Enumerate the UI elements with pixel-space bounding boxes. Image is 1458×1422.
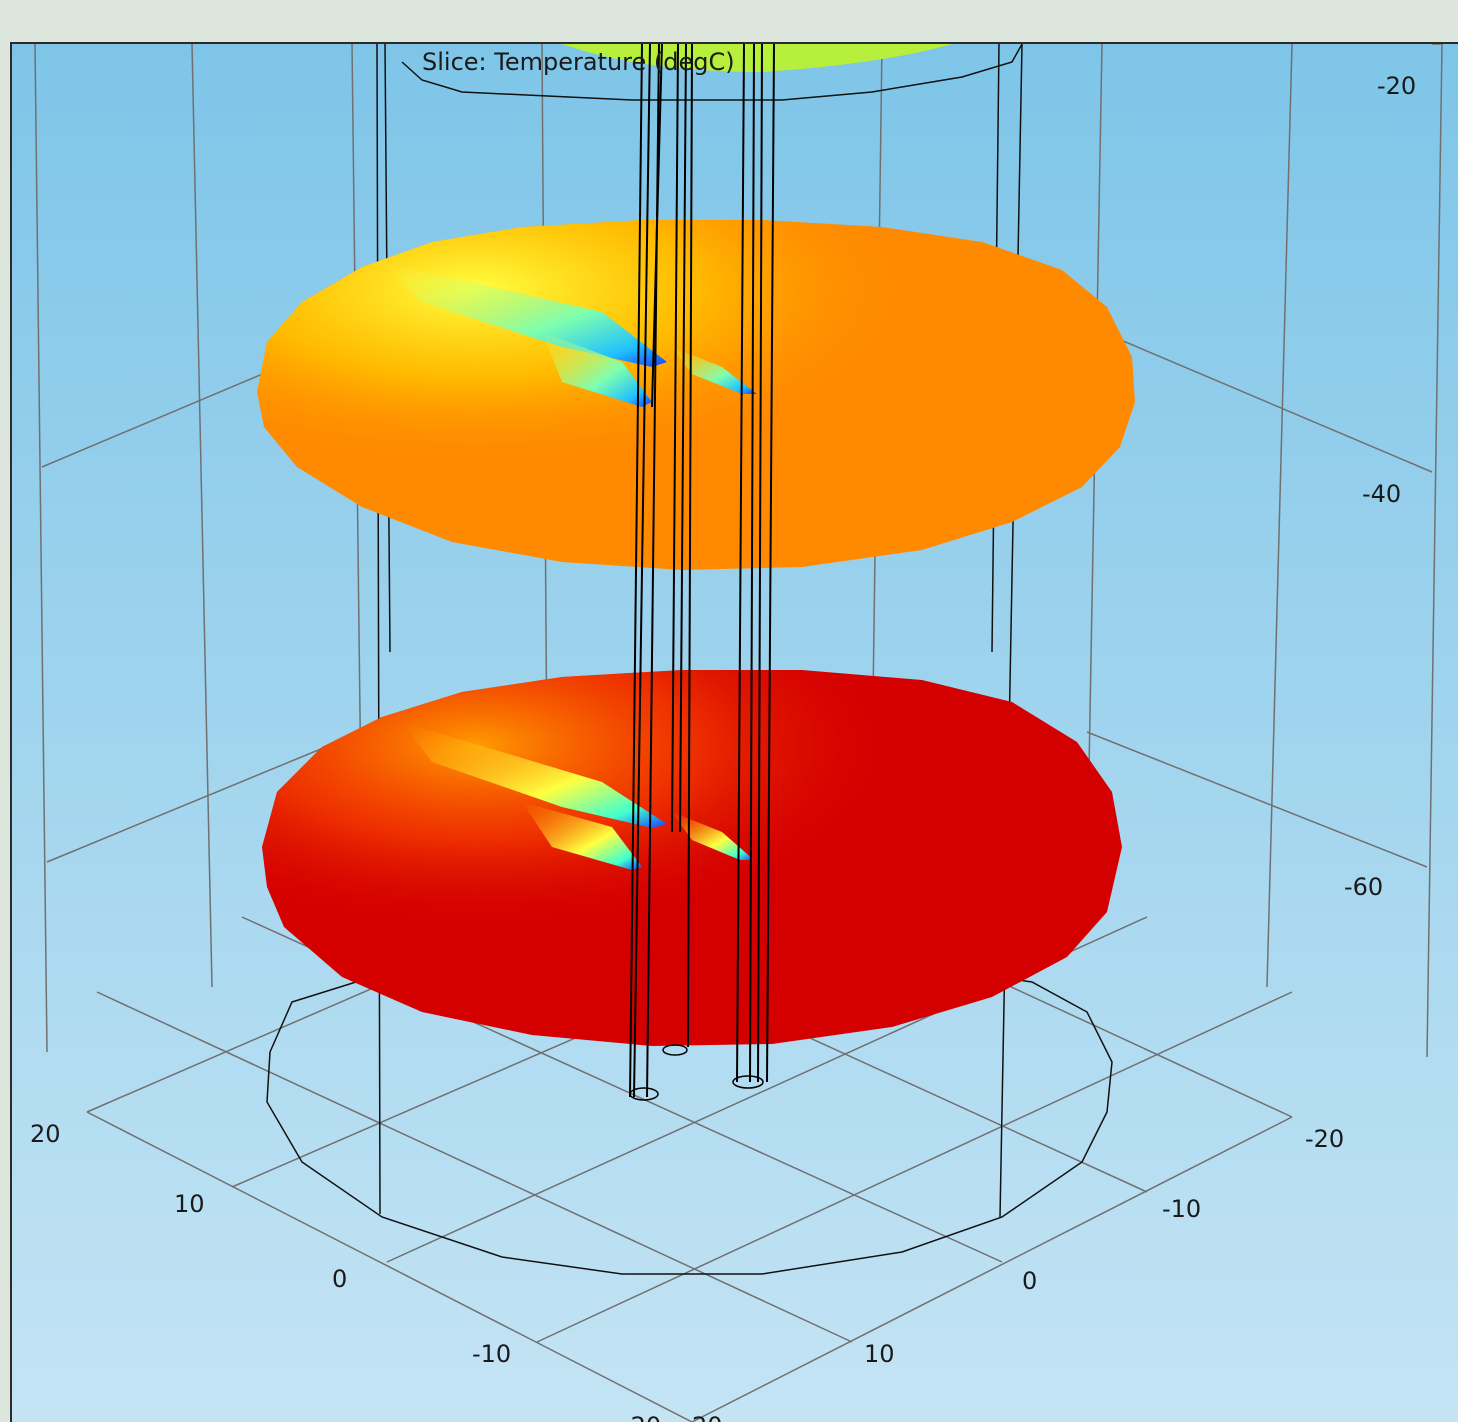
z-tick-label: -40 [1362,480,1401,508]
3d-plot-canvas[interactable]: Slice: Temperature (degC) -20 -40 -60 20… [12,44,1458,1422]
y-tick-label: 0 [1022,1267,1037,1295]
x-tick-label: -10 [472,1340,511,1368]
z-tick-label: -60 [1344,873,1383,901]
well-bottoms [629,1044,764,1101]
y-tick-label: -20 [1305,1125,1344,1153]
graphics-viewport[interactable]: Slice: Temperature (degC) -20 -40 -60 20… [10,42,1458,1422]
x-tick-label: -20 [622,1412,661,1422]
y-tick-label: -10 [1162,1195,1201,1223]
plot-title: Slice: Temperature (degC) [422,48,735,76]
z-tick-label: -20 [1377,72,1416,100]
x-tick-label: 20 [30,1120,61,1148]
slice-bottom [262,670,1122,1046]
y-tick-label: 20 [692,1412,723,1422]
x-tick-label: 0 [332,1265,347,1293]
y-tick-label: 10 [864,1340,895,1368]
well-pipes [629,44,775,1098]
x-tick-label: 10 [174,1190,205,1218]
slice-middle [257,220,1135,570]
